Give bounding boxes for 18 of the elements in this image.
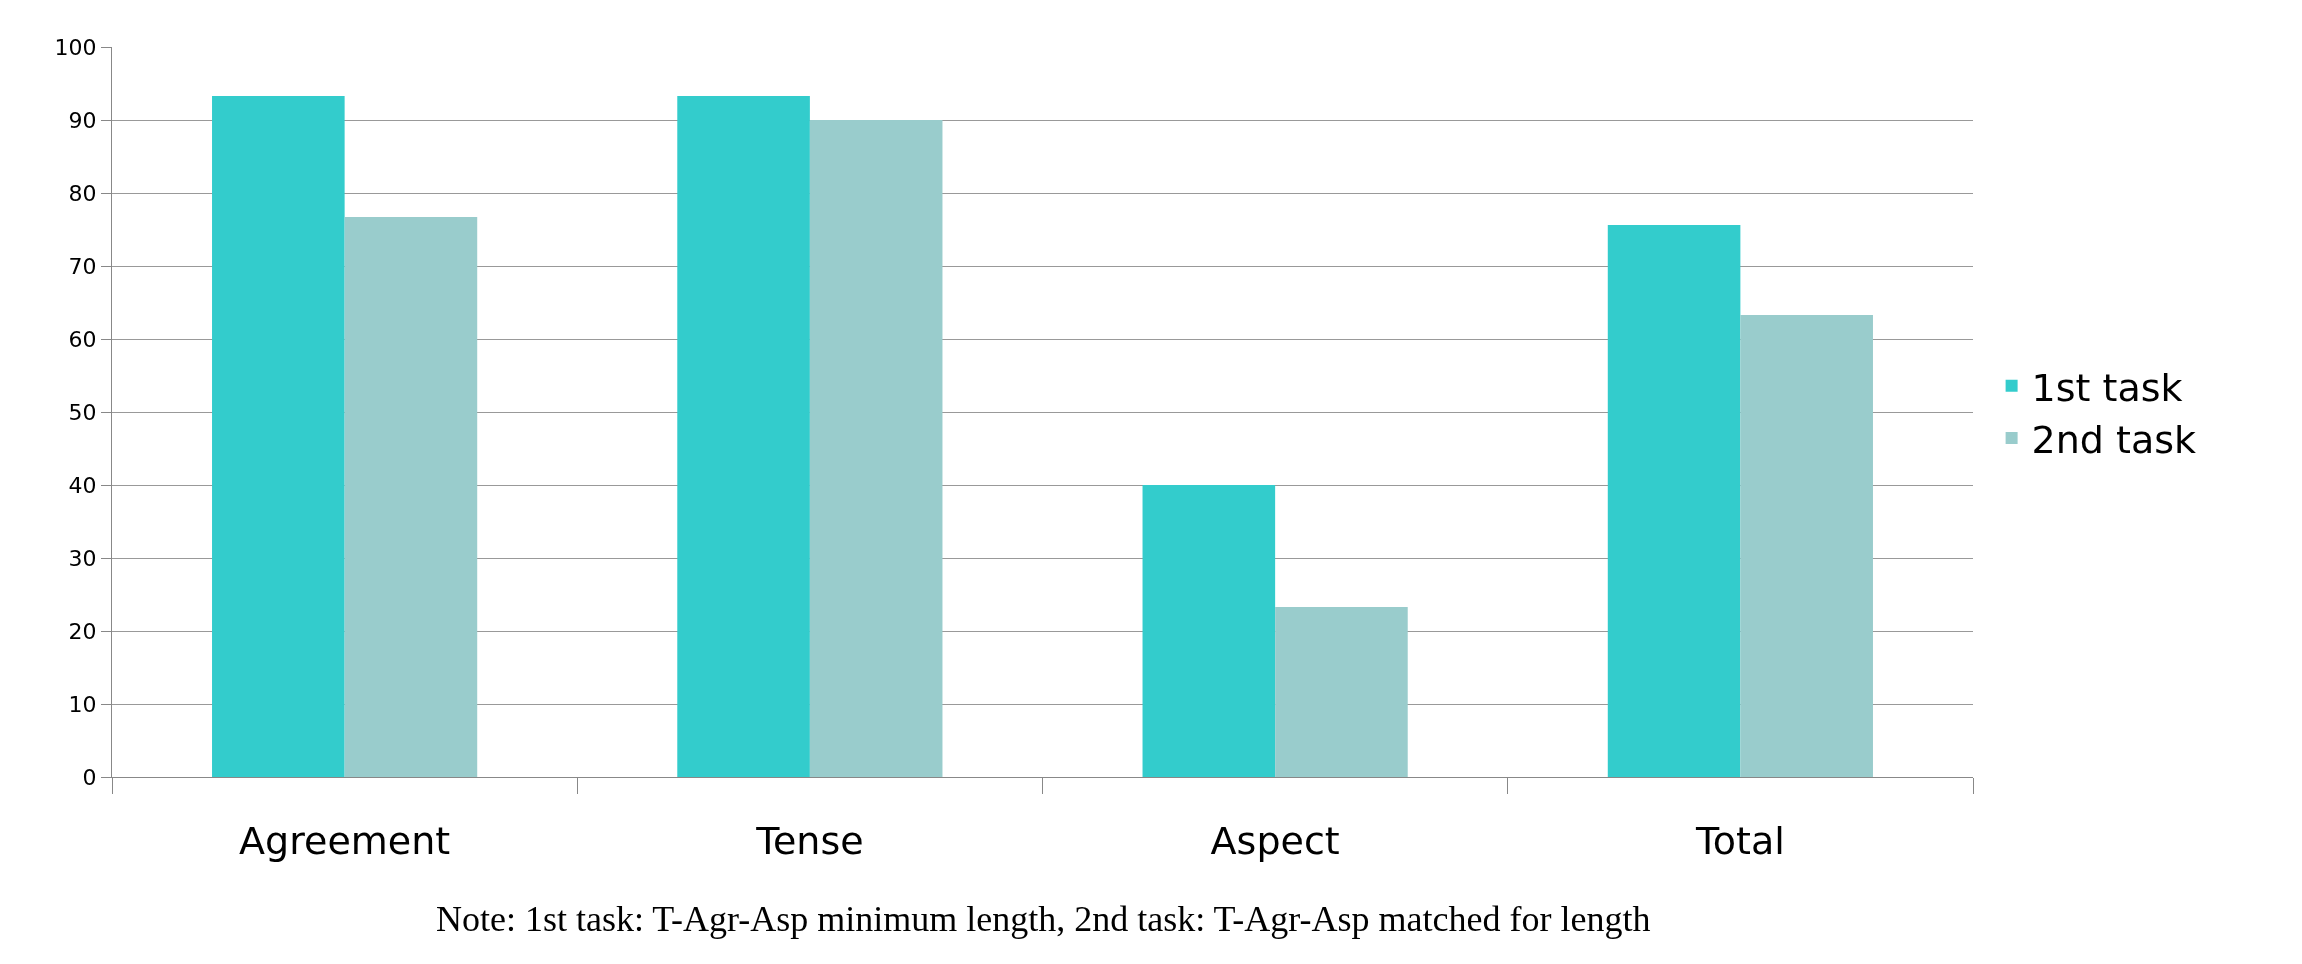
y-tick-label: 60 — [68, 326, 97, 352]
text: Note: 1st task: T-Agr-Asp minimum length, 2nd task: T-Agr-Asp matched for length — [436, 899, 1651, 939]
x-tick-label: Total — [1695, 818, 1785, 863]
x-tick-label: Agreement — [239, 818, 451, 863]
legend-label: 1st task — [2031, 365, 2183, 410]
y-tick-label: 20 — [68, 618, 97, 644]
x-tick-label: Tense — [755, 818, 864, 863]
y-tick-label: 0 — [82, 764, 97, 790]
y-tick-label: 50 — [68, 399, 97, 425]
y-tick-label: 70 — [68, 253, 97, 279]
y-tick-label: 100 — [54, 34, 97, 60]
legend-label: 2nd task — [2031, 417, 2197, 462]
y-tick-label: 10 — [68, 691, 97, 717]
y-tick-label: 30 — [68, 545, 97, 571]
y-tick-label: 40 — [68, 472, 97, 498]
x-tick-label: Aspect — [1210, 818, 1340, 863]
y-tick-label: 90 — [68, 107, 97, 133]
y-tick-label: 80 — [68, 180, 97, 206]
